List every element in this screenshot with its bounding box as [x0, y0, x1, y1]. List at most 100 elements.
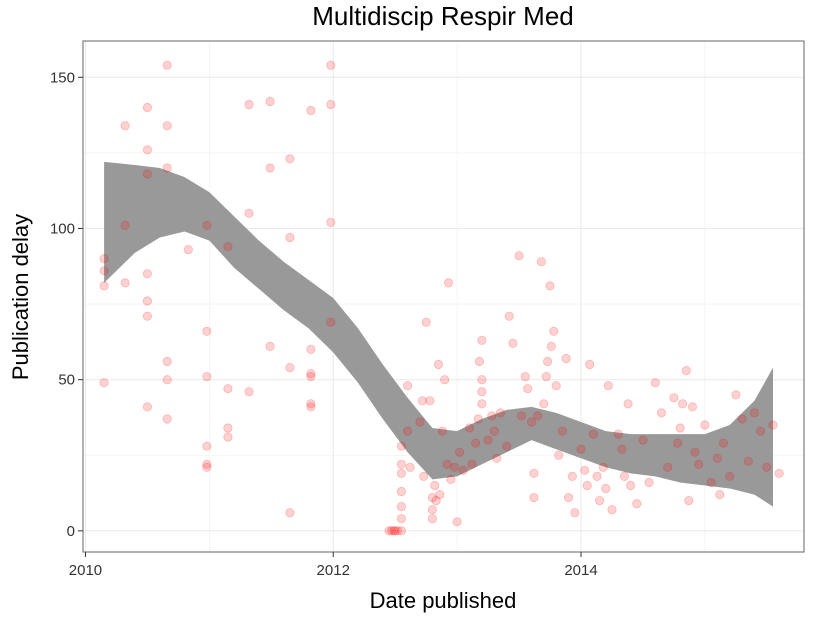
data-point — [285, 232, 295, 243]
data-point — [644, 477, 654, 488]
data-point — [396, 526, 406, 536]
data-point — [393, 526, 403, 536]
data-point — [142, 402, 152, 412]
data-point — [142, 169, 152, 179]
data-point — [561, 353, 571, 364]
data-point — [706, 477, 716, 488]
data-point — [663, 462, 673, 472]
data-point — [687, 402, 698, 412]
data-point — [306, 402, 316, 412]
data-point — [492, 453, 502, 463]
data-point — [677, 399, 688, 409]
data-point — [99, 266, 109, 276]
data-point — [536, 257, 547, 267]
data-point — [223, 384, 233, 394]
data-point — [120, 220, 130, 230]
data-point — [533, 411, 543, 421]
data-point — [477, 335, 487, 345]
data-point — [529, 468, 539, 478]
data-point — [529, 492, 539, 503]
data-point — [585, 359, 595, 370]
data-point — [396, 514, 406, 524]
grid — [83, 41, 804, 552]
data-point — [244, 387, 254, 397]
data-point — [731, 390, 741, 400]
data-point — [551, 381, 561, 391]
data-point — [718, 438, 729, 448]
data-point — [223, 423, 233, 433]
x-axis: 2010 2012 2014 — [69, 552, 598, 579]
data-point — [549, 326, 559, 336]
data-point — [402, 426, 413, 436]
data-point — [743, 456, 753, 466]
data-point — [523, 384, 533, 394]
points-layer — [99, 60, 784, 536]
data-point — [202, 326, 212, 336]
data-point — [162, 121, 172, 131]
data-point — [326, 217, 336, 227]
data-point — [425, 396, 435, 406]
y-tick-label: 150 — [50, 69, 75, 86]
data-point — [120, 278, 130, 288]
plot-area — [82, 40, 805, 553]
data-point — [389, 526, 399, 536]
data-point — [601, 483, 611, 494]
data-point — [285, 154, 295, 164]
data-point — [477, 375, 487, 385]
data-point — [712, 453, 722, 463]
data-point — [715, 489, 725, 500]
data-point — [487, 411, 497, 421]
data-point — [306, 399, 316, 409]
data-point — [430, 480, 440, 491]
x-tick-label: 2010 — [69, 562, 102, 579]
data-point — [326, 60, 336, 70]
data-point — [542, 356, 553, 367]
data-point — [588, 429, 599, 439]
data-point — [774, 468, 784, 478]
data-point — [431, 495, 441, 506]
data-point — [619, 471, 630, 481]
data-point — [582, 480, 592, 491]
confidence-band-layer — [104, 161, 774, 507]
data-point — [650, 378, 660, 388]
data-point — [427, 514, 437, 524]
data-point — [306, 105, 316, 116]
data-point — [684, 495, 694, 506]
data-point — [454, 447, 465, 457]
data-point — [483, 435, 493, 445]
data-point — [223, 432, 233, 442]
data-point — [681, 365, 691, 376]
data-point — [464, 423, 475, 433]
data-point — [526, 417, 537, 427]
plot-border — [82, 40, 805, 553]
data-point — [508, 338, 518, 348]
x-axis-title: Date published — [370, 588, 517, 613]
data-point — [142, 102, 152, 113]
data-point — [202, 462, 212, 472]
data-point — [384, 526, 394, 536]
data-point — [477, 399, 487, 409]
data-point — [183, 245, 193, 255]
data-point — [762, 462, 772, 472]
confidence-band — [104, 161, 774, 507]
data-point — [557, 426, 568, 436]
data-point — [613, 429, 623, 439]
data-point — [435, 489, 445, 500]
data-point — [471, 438, 481, 448]
data-point — [417, 396, 427, 406]
data-point — [142, 311, 152, 321]
y-axis: 0 50 100 150 — [50, 69, 83, 540]
data-point — [603, 381, 613, 391]
data-point — [306, 368, 316, 379]
data-point — [504, 311, 514, 321]
data-point — [443, 278, 454, 288]
data-point — [99, 378, 109, 388]
data-point — [390, 526, 400, 536]
data-point — [541, 371, 551, 382]
data-point — [672, 438, 683, 448]
data-point — [554, 450, 564, 460]
data-point — [516, 411, 527, 421]
data-point — [396, 501, 406, 512]
data-point — [623, 399, 633, 409]
data-point — [725, 471, 735, 481]
